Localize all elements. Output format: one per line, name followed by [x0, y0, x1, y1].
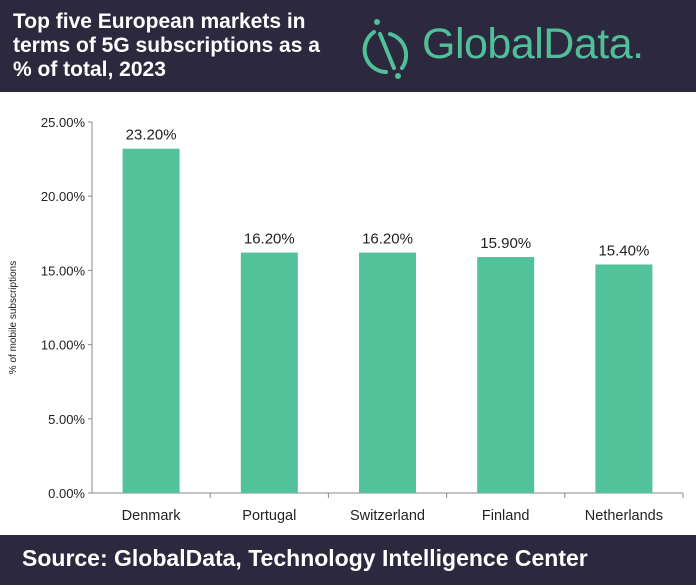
y-tick-label: 10.00%: [41, 338, 86, 353]
bar-portugal: [240, 252, 298, 493]
globaldata-logo-icon: [362, 19, 409, 79]
y-tick-label: 0.00%: [48, 486, 85, 501]
y-tick-label: 25.00%: [41, 115, 86, 130]
globaldata-logo: GlobalData.: [360, 10, 690, 80]
data-label: 16.20%: [362, 231, 413, 248]
bar-netherlands: [595, 264, 653, 493]
y-tick-label: 5.00%: [48, 412, 85, 427]
y-tick-label: 15.00%: [41, 263, 86, 278]
y-tick-label: 20.00%: [41, 189, 86, 204]
x-category-label: Finland: [482, 508, 530, 524]
logo-text: GlobalData.: [422, 20, 644, 68]
source-text: Source: GlobalData, Technology Intellige…: [22, 545, 588, 571]
data-label: 23.20%: [126, 127, 177, 144]
bar-denmark: [122, 148, 180, 493]
x-category-label: Netherlands: [585, 508, 663, 524]
chart-title: Top five European markets in terms of 5G…: [13, 10, 320, 81]
x-category-label: Portugal: [242, 508, 296, 524]
data-label: 15.90%: [480, 235, 531, 252]
header: Top five European markets in terms of 5G…: [0, 0, 696, 92]
x-category-label: Denmark: [122, 508, 182, 524]
x-category-label: Switzerland: [350, 508, 425, 524]
data-label: 15.40%: [598, 242, 649, 259]
bar-finland: [477, 257, 535, 493]
y-axis-title: % of mobile subscriptions: [8, 261, 19, 374]
bar-chart: 0.00% 5.00% 10.00% 15.00% 20.00% 25.00% % of m…: [8, 115, 684, 524]
bar-switzerland: [359, 252, 416, 493]
footer: Source: GlobalData, Technology Intellige…: [0, 535, 696, 585]
data-label: 16.20%: [244, 231, 295, 248]
